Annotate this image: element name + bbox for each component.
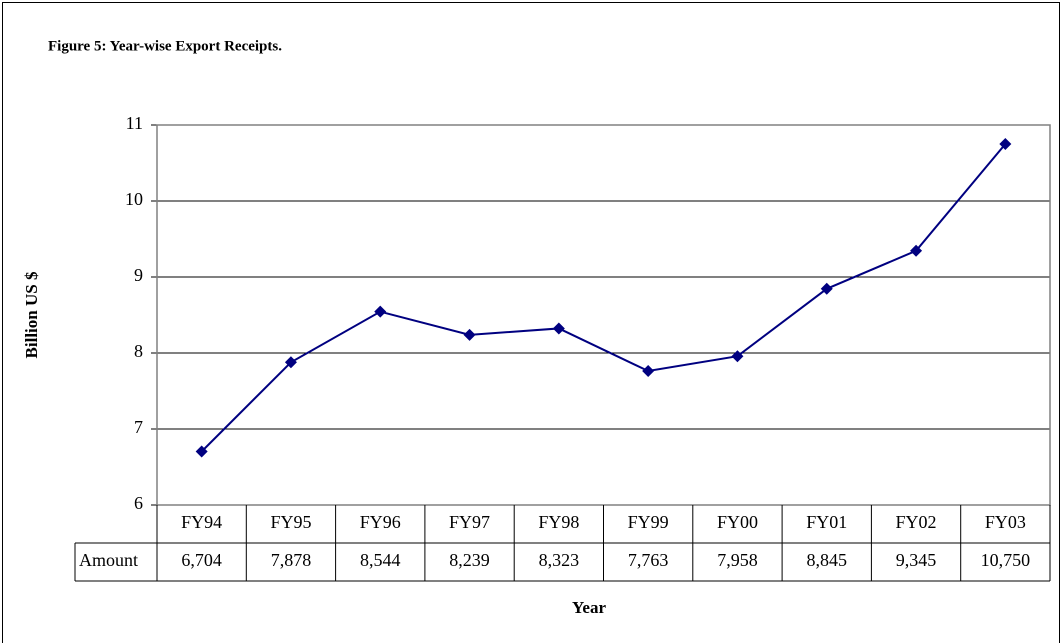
x-tick-label: FY97 bbox=[449, 512, 490, 532]
y-tick-label: 6 bbox=[134, 493, 143, 513]
x-tick-label: FY98 bbox=[538, 512, 579, 532]
table-value: 10,750 bbox=[981, 550, 1031, 570]
x-tick-label: FY00 bbox=[717, 512, 758, 532]
line bbox=[200, 143, 1007, 453]
x-tick-label: FY02 bbox=[896, 512, 937, 532]
table-value: 8,845 bbox=[807, 550, 848, 570]
marker bbox=[195, 445, 208, 458]
marker bbox=[284, 356, 297, 369]
y-axis-label: Billion US $ bbox=[22, 271, 41, 358]
table-value: 7,958 bbox=[717, 550, 758, 570]
x-axis-label: Year bbox=[572, 598, 606, 617]
x-tick-label: FY94 bbox=[181, 512, 222, 532]
marker bbox=[731, 350, 744, 363]
x-tick-label: FY03 bbox=[985, 512, 1026, 532]
x-tick-label: FY01 bbox=[806, 512, 847, 532]
marker bbox=[463, 328, 476, 341]
marker bbox=[552, 322, 565, 335]
y-tick-label: 9 bbox=[134, 265, 143, 285]
marker bbox=[999, 138, 1012, 150]
plot-frame bbox=[156, 124, 1051, 506]
x-tick-label: FY96 bbox=[360, 512, 401, 532]
y-tick-label: 7 bbox=[134, 417, 143, 437]
table-value: 7,763 bbox=[628, 550, 669, 570]
table-value: 8,544 bbox=[360, 550, 401, 570]
table-row-label: Amount bbox=[79, 550, 138, 570]
y-tick-label: 10 bbox=[125, 189, 143, 209]
marker bbox=[820, 282, 833, 295]
x-tick-label: FY95 bbox=[270, 512, 311, 532]
table-value: 6,704 bbox=[181, 550, 222, 570]
marker bbox=[910, 244, 923, 257]
table-value: 8,239 bbox=[449, 550, 490, 570]
chart-title: Figure 5: Year-wise Export Receipts. bbox=[48, 38, 282, 54]
y-tick-label: 11 bbox=[126, 113, 143, 133]
x-tick-label: FY99 bbox=[628, 512, 669, 532]
marker bbox=[642, 365, 655, 378]
table-value: 9,345 bbox=[896, 550, 937, 570]
marker bbox=[374, 305, 387, 318]
table-value: 8,323 bbox=[539, 550, 580, 570]
table-value: 7,878 bbox=[271, 550, 312, 570]
y-tick-label: 8 bbox=[134, 341, 143, 361]
